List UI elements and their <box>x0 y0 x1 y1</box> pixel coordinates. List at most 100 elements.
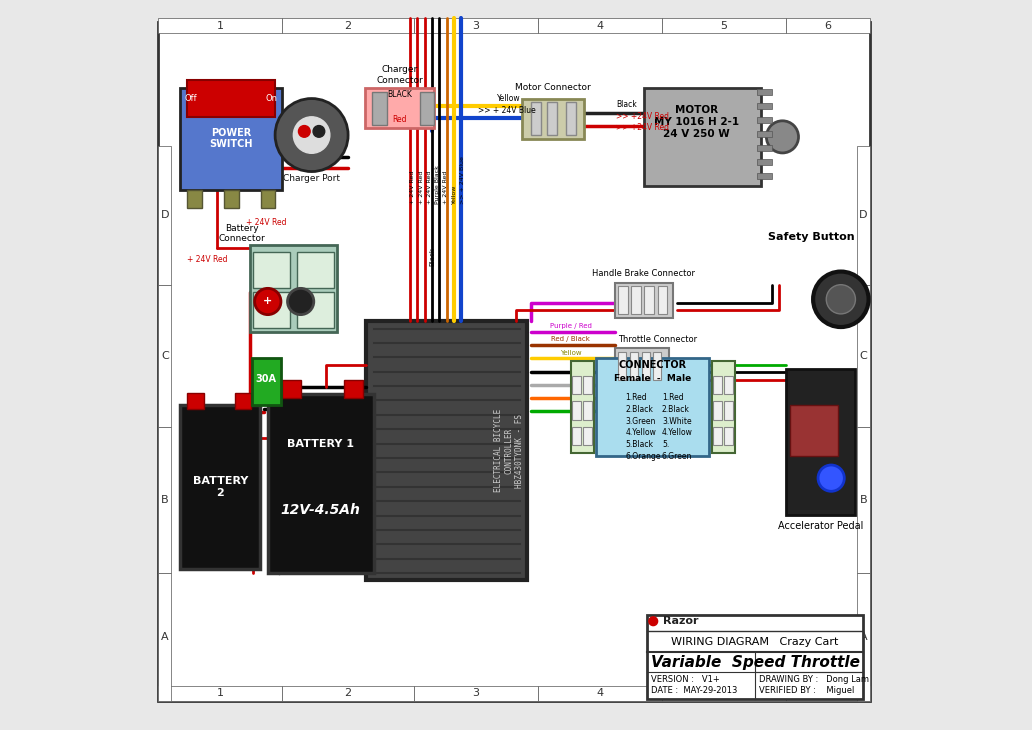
Text: 4: 4 <box>596 688 604 699</box>
Bar <box>235 393 251 409</box>
Text: 1: 1 <box>217 688 224 699</box>
Text: Variable  Speed Throttle: Variable Speed Throttle <box>650 655 860 669</box>
Bar <box>857 573 870 701</box>
Bar <box>756 131 772 137</box>
Text: Yellow: Yellow <box>452 185 457 204</box>
Text: D: D <box>860 210 868 220</box>
Circle shape <box>298 126 311 137</box>
Text: C: C <box>161 351 169 361</box>
Text: B: B <box>860 495 867 505</box>
Text: A: A <box>161 632 168 642</box>
Bar <box>365 88 434 128</box>
Text: DATE :  MAY-29-2013: DATE : MAY-29-2013 <box>651 686 738 695</box>
Bar <box>713 427 721 445</box>
Text: D: D <box>161 210 169 220</box>
Text: Accelerator Pedal: Accelerator Pedal <box>778 520 864 531</box>
Text: C: C <box>860 351 867 361</box>
Text: 2.Black: 2.Black <box>625 405 653 414</box>
Text: + 24V Red: + 24V Red <box>419 171 423 204</box>
Circle shape <box>255 288 281 315</box>
Bar <box>662 686 786 701</box>
Circle shape <box>767 121 799 153</box>
Text: 1: 1 <box>217 20 224 31</box>
Text: A: A <box>860 632 867 642</box>
Text: 2: 2 <box>345 688 352 699</box>
Bar <box>572 402 581 420</box>
Bar <box>267 394 374 573</box>
Bar <box>566 102 576 135</box>
Bar <box>530 102 541 135</box>
Bar <box>724 376 733 394</box>
Bar <box>662 18 786 33</box>
Text: 2.Black: 2.Black <box>662 405 689 414</box>
Text: POWER
SWITCH: POWER SWITCH <box>209 128 253 150</box>
Text: 1.Red: 1.Red <box>662 393 683 402</box>
Text: Handle Brake Connector: Handle Brake Connector <box>592 269 696 278</box>
Bar <box>571 361 594 453</box>
Text: >> +24V Red: >> +24V Red <box>616 123 669 131</box>
Bar <box>158 686 283 701</box>
Bar <box>414 18 538 33</box>
Text: Red: Red <box>393 115 408 124</box>
Text: 4: 4 <box>596 20 604 31</box>
Bar <box>644 88 761 186</box>
Text: Motor Connector: Motor Connector <box>515 83 590 92</box>
Text: WIRING DIAGRAM   Crazy Cart: WIRING DIAGRAM Crazy Cart <box>672 637 839 648</box>
Bar <box>158 146 171 285</box>
Text: Black: Black <box>429 247 436 266</box>
Text: VERIFIED BY :    Miguel: VERIFIED BY : Miguel <box>759 686 854 695</box>
Text: + 24V Red: + 24V Red <box>427 171 432 204</box>
Bar <box>572 427 581 445</box>
Text: Purple Black: Purple Black <box>436 166 441 204</box>
Text: B: B <box>161 495 168 505</box>
Text: Black: Black <box>616 100 637 109</box>
Text: Yellow: Yellow <box>496 94 520 103</box>
Bar <box>345 380 362 398</box>
Text: Charger
Connector: Charger Connector <box>377 66 423 85</box>
Text: 3: 3 <box>473 688 479 699</box>
Bar <box>756 173 772 179</box>
Text: BATTERY 1: BATTERY 1 <box>287 439 354 449</box>
Bar <box>283 380 300 398</box>
Bar <box>250 245 337 332</box>
Text: Safety Button: Safety Button <box>769 232 854 242</box>
Text: Yellow: Yellow <box>560 350 582 356</box>
Text: 30A: 30A <box>256 374 277 384</box>
Bar <box>283 18 414 33</box>
Text: 6: 6 <box>825 20 832 31</box>
Text: Female  -  Male: Female - Male <box>614 374 691 383</box>
Bar <box>857 427 870 573</box>
Bar <box>522 99 584 139</box>
Text: 1.Red: 1.Red <box>625 393 647 402</box>
Text: +: + <box>263 296 272 307</box>
Bar <box>657 286 667 314</box>
Text: >> + 24V Blue: >> + 24V Blue <box>460 156 465 204</box>
Bar <box>756 159 772 165</box>
Bar <box>188 190 202 208</box>
Bar <box>181 88 283 190</box>
Text: 3.White: 3.White <box>662 417 691 426</box>
Text: CONNECTOR: CONNECTOR <box>619 360 687 370</box>
Bar <box>373 92 387 125</box>
Bar <box>630 352 638 380</box>
Bar <box>158 18 283 33</box>
Bar <box>618 286 627 314</box>
Text: MOTOR
MY 1016 H 2-1
24 V 250 W: MOTOR MY 1016 H 2-1 24 V 250 W <box>653 106 739 139</box>
Text: DRAWING BY :   Dong Lam: DRAWING BY : Dong Lam <box>759 675 869 684</box>
Bar <box>583 402 592 420</box>
Text: Red / Black: Red / Black <box>551 337 590 342</box>
Text: VERSION :   V1+: VERSION : V1+ <box>651 675 719 684</box>
Bar <box>786 18 870 33</box>
Bar <box>786 686 870 701</box>
Circle shape <box>276 99 348 172</box>
Text: 3: 3 <box>473 20 479 31</box>
Text: 12V-4.5Ah: 12V-4.5Ah <box>281 504 360 518</box>
Bar <box>596 358 709 456</box>
Text: Razor: Razor <box>664 616 699 626</box>
Bar <box>283 686 414 701</box>
Bar <box>547 102 557 135</box>
Bar <box>642 352 649 380</box>
Text: 6: 6 <box>825 688 832 699</box>
Bar <box>713 376 721 394</box>
Text: Throttle Connector: Throttle Connector <box>618 335 698 344</box>
